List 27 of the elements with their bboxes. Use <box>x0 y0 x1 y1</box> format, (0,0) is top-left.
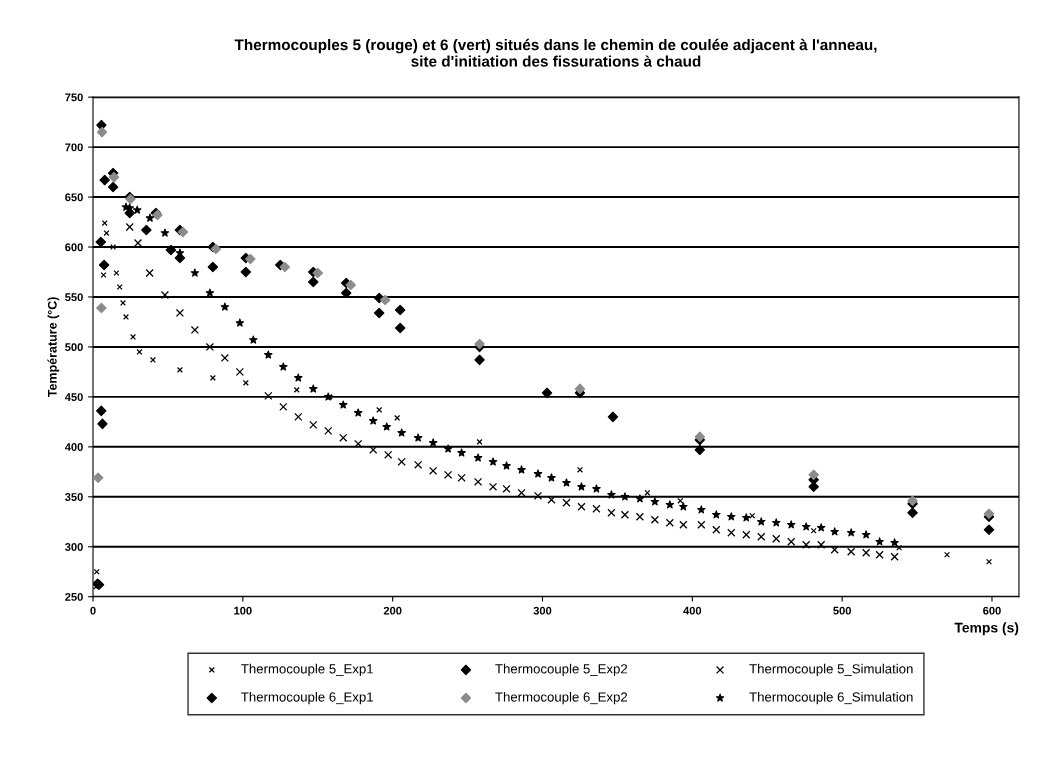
y-tick-label: 350 <box>65 493 83 501</box>
legend-label: Thermocouple 5_Exp1 <box>241 663 373 677</box>
x-axis-title: Temps (s) <box>954 622 1019 636</box>
x-tick-label: 500 <box>833 606 851 615</box>
x-tick-label: 0 <box>90 606 96 615</box>
x-tick-label: 400 <box>683 606 702 615</box>
y-tick-label: 450 <box>64 393 83 402</box>
y-tick-label: 300 <box>65 543 83 551</box>
y-tick-label: 250 <box>65 592 83 601</box>
chart-title: Thermocouples 5 (rouge) et 6 (vert) situés dans le chemin de coulée adjacent à l'anneau, site d'initiation des fissurations à chaud <box>234 38 877 67</box>
y-tick-label: 600 <box>65 243 83 252</box>
x-tick-label: 600 <box>983 606 1001 615</box>
y-tick-label: 700 <box>65 143 83 152</box>
y-tick-label: 750 <box>65 93 83 102</box>
y-tick-label: 650 <box>65 193 83 202</box>
x-tick-label: 200 <box>383 606 402 615</box>
y-axis-title: Température (°C) <box>47 297 60 398</box>
y-tick-label: 400 <box>64 443 83 451</box>
legend-label: Thermocouple 5_Exp2 <box>495 663 628 677</box>
y-tick-label: 550 <box>65 293 83 302</box>
legend-label: Thermocouple 6_Simulation <box>749 691 913 705</box>
x-tick-label: 300 <box>533 606 552 615</box>
x-tick-label: 100 <box>234 606 252 615</box>
legend-label: Thermocouple 6_Exp2 <box>495 691 628 705</box>
y-tick-label: 500 <box>65 343 83 352</box>
legend-label: Thermocouple 5_Simulation <box>749 663 913 677</box>
legend-label: Thermocouple 6_Exp1 <box>241 691 373 705</box>
